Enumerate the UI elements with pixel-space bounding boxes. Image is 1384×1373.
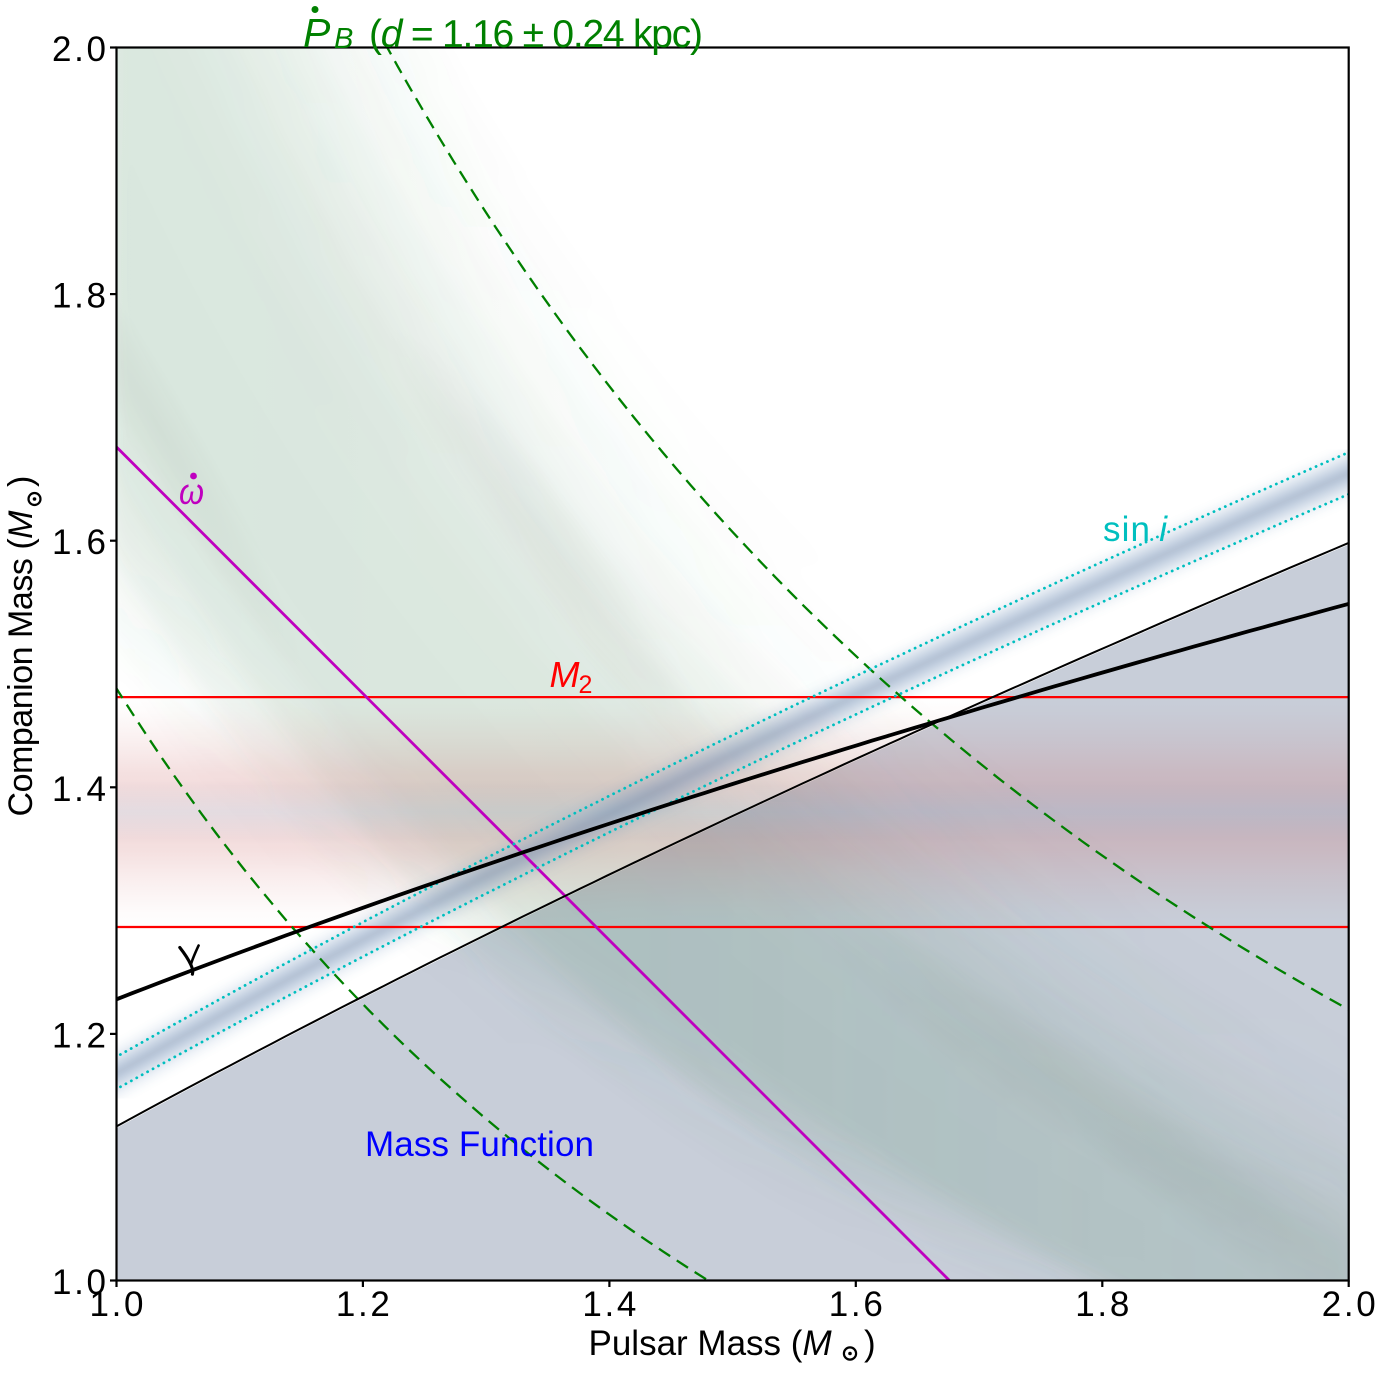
svg-text:1.6: 1.6 xyxy=(52,523,106,562)
svg-text:B: B xyxy=(334,23,353,55)
svg-text:Pulsar Mass (M: Pulsar Mass (M xyxy=(589,1324,833,1363)
svg-text:1.4: 1.4 xyxy=(582,1285,636,1324)
svg-text:2: 2 xyxy=(579,671,593,699)
svg-text:(d = 1.16 ± 0.24 kpc): (d = 1.16 ± 0.24 kpc) xyxy=(369,13,703,56)
svg-text:1.4: 1.4 xyxy=(52,770,106,809)
svg-text:): ) xyxy=(864,1324,876,1363)
svg-text:2.0: 2.0 xyxy=(1322,1285,1376,1324)
svg-text:P: P xyxy=(303,10,331,56)
svg-text:1.8: 1.8 xyxy=(52,277,106,316)
svg-text:Companion Mass (M: Companion Mass (M xyxy=(2,510,40,817)
svg-text:2.0: 2.0 xyxy=(52,30,106,69)
svg-text:1.2: 1.2 xyxy=(336,1285,390,1324)
svg-text:Mass Function: Mass Function xyxy=(365,1125,594,1164)
svg-text:1.6: 1.6 xyxy=(829,1285,883,1324)
svg-text:1.8: 1.8 xyxy=(1075,1285,1129,1324)
svg-text:1.0: 1.0 xyxy=(90,1285,144,1324)
svg-text:sin i: sin i xyxy=(1103,510,1168,549)
svg-text:1.0: 1.0 xyxy=(52,1263,106,1302)
svg-text:M: M xyxy=(550,654,580,695)
svg-text:): ) xyxy=(2,476,40,487)
svg-text:1.2: 1.2 xyxy=(52,1016,106,1055)
